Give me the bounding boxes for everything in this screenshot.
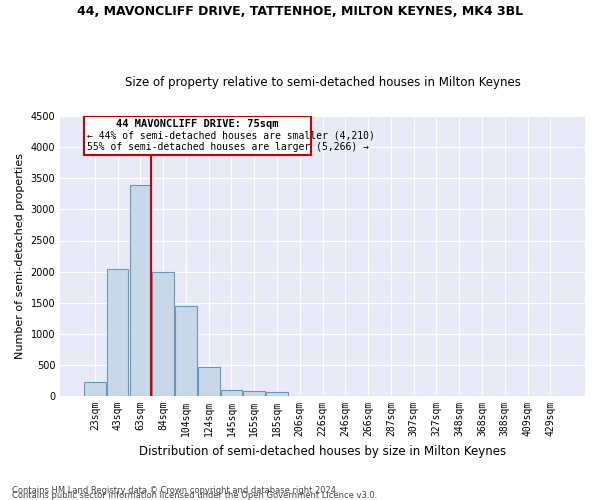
- Text: Contains public sector information licensed under the Open Government Licence v3: Contains public sector information licen…: [12, 490, 377, 500]
- Title: Size of property relative to semi-detached houses in Milton Keynes: Size of property relative to semi-detach…: [125, 76, 521, 88]
- FancyBboxPatch shape: [84, 116, 311, 156]
- X-axis label: Distribution of semi-detached houses by size in Milton Keynes: Distribution of semi-detached houses by …: [139, 444, 506, 458]
- Bar: [221, 390, 242, 396]
- Text: Contains HM Land Registry data © Crown copyright and database right 2024.: Contains HM Land Registry data © Crown c…: [12, 486, 338, 495]
- Text: 44, MAVONCLIFF DRIVE, TATTENHOE, MILTON KEYNES, MK4 3BL: 44, MAVONCLIFF DRIVE, TATTENHOE, MILTON …: [77, 5, 523, 18]
- Bar: [244, 392, 265, 396]
- Bar: [266, 392, 288, 396]
- Bar: [107, 268, 128, 396]
- Y-axis label: Number of semi-detached properties: Number of semi-detached properties: [15, 153, 25, 359]
- Text: ← 44% of semi-detached houses are smaller (4,210): ← 44% of semi-detached houses are smalle…: [88, 130, 375, 140]
- Bar: [84, 382, 106, 396]
- Bar: [175, 306, 197, 396]
- Text: 44 MAVONCLIFF DRIVE: 75sqm: 44 MAVONCLIFF DRIVE: 75sqm: [116, 118, 279, 128]
- Bar: [130, 184, 151, 396]
- Bar: [152, 272, 174, 396]
- Bar: [198, 366, 220, 396]
- Text: 55% of semi-detached houses are larger (5,266) →: 55% of semi-detached houses are larger (…: [88, 142, 370, 152]
